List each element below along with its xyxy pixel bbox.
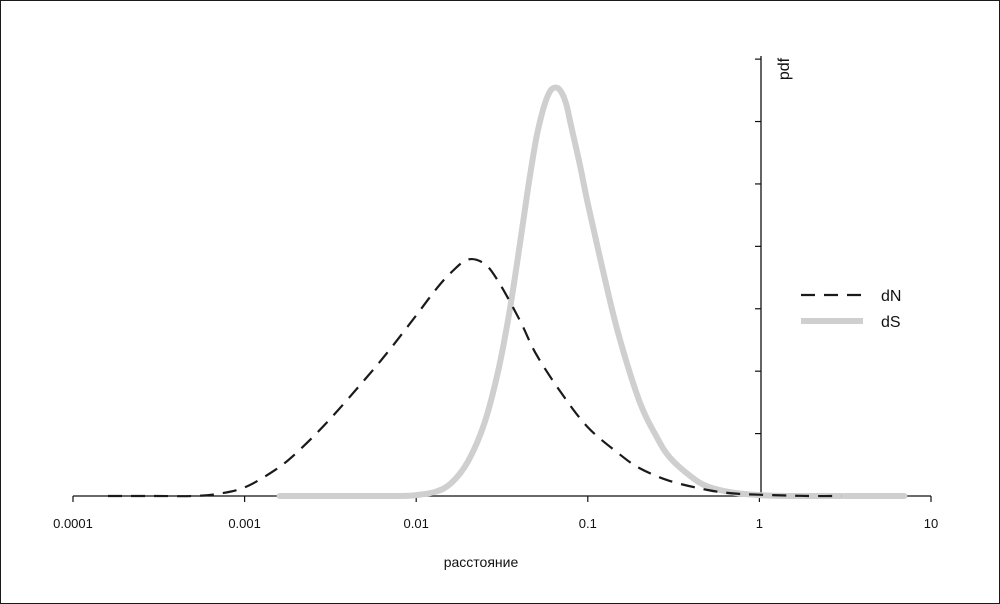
legend: dN dS [801,288,901,331]
series-layer [108,84,908,500]
y-axis-label: pdf [776,57,793,80]
x-tick-label: 0.1 [579,516,597,531]
axes: 0.0001 0.001 0.01 0.1 1 10 [53,56,938,531]
legend-label-dN: dN [881,288,901,305]
x-tick-label: 0.0001 [53,516,93,531]
x-tick-label: 0.01 [404,516,429,531]
series-line-dS [276,84,908,500]
x-axis-label: расстояние [444,554,519,570]
x-tick-label: 10 [924,516,938,531]
x-tick-label: 1 [756,516,763,531]
x-tick-label: 0.001 [228,516,261,531]
legend-label-dS: dS [881,314,901,331]
series-line-dN [108,257,842,498]
